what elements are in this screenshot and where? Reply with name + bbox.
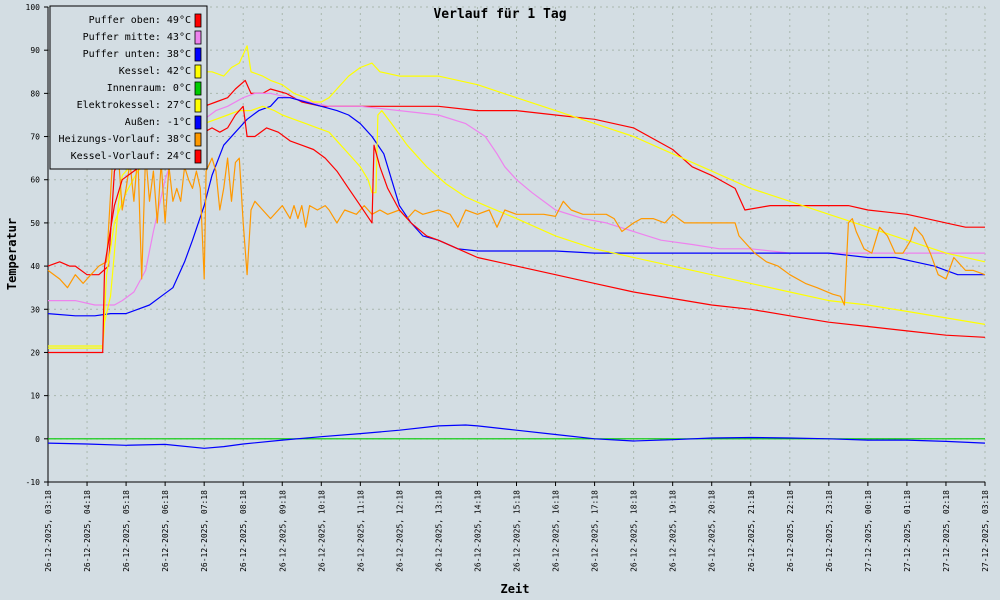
- series-line-puffer-unten: [47, 97, 985, 317]
- x-tick-label: 26-12-2025, 14:18: [473, 490, 482, 572]
- y-tick-label: 60: [30, 176, 40, 185]
- x-tick-label: 26-12-2025, 04:18: [83, 490, 92, 572]
- y-tick-label: 30: [30, 305, 40, 314]
- x-tick-label: 26-12-2025, 12:18: [395, 490, 404, 572]
- legend-entry: Puffer oben: 49°C: [89, 15, 191, 26]
- x-axis-label: Zeit: [501, 582, 530, 596]
- x-tick-label: 26-12-2025, 16:18: [552, 490, 561, 572]
- legend-entry: Heizungs-Vorlauf: 38°C: [59, 134, 191, 145]
- x-tick-label: 26-12-2025, 22:18: [786, 490, 795, 572]
- legend-swatch: [194, 47, 202, 62]
- legend-entry: Außen: -1°C: [125, 117, 191, 128]
- x-tick-label: 27-12-2025, 00:18: [864, 490, 873, 572]
- chart-title: Verlauf für 1 Tag: [433, 7, 566, 22]
- legend-entry: Innenraum: 0°C: [107, 83, 191, 94]
- x-tick-label: 26-12-2025, 10:18: [317, 490, 326, 572]
- legend-entry: Kessel: 42°C: [119, 66, 191, 77]
- x-tick-label: 26-12-2025, 09:18: [278, 490, 287, 572]
- x-tick-label: 26-12-2025, 11:18: [356, 490, 365, 572]
- y-tick-label: 10: [30, 392, 40, 401]
- x-tick-label: 26-12-2025, 17:18: [591, 490, 600, 572]
- series-line-puffer-mitte: [48, 92, 985, 306]
- legend-swatch: [194, 64, 202, 79]
- series-line-heizungs-vorlauf: [47, 153, 986, 306]
- legend-swatch: [194, 132, 202, 147]
- x-tick-label: 27-12-2025, 02:18: [942, 490, 951, 572]
- y-tick-label: 20: [30, 348, 40, 357]
- x-tick-label: 27-12-2025, 01:18: [903, 490, 912, 572]
- y-tick-label: 50: [30, 219, 40, 228]
- x-tick-label: 26-12-2025, 21:18: [747, 490, 756, 572]
- x-tick-label: 26-12-2025, 13:18: [434, 490, 443, 572]
- x-tick-label: 26-12-2025, 23:18: [825, 490, 834, 572]
- legend-entry: Puffer mitte: 43°C: [83, 32, 191, 43]
- legend-swatch: [194, 13, 202, 28]
- legend-swatch: [194, 98, 202, 113]
- legend: Puffer oben: 49°C Puffer mitte: 43°C Puffe…: [49, 5, 208, 170]
- axes: [44, 6, 986, 486]
- y-axis-label: Temperatur: [5, 218, 19, 290]
- x-tick-label: 26-12-2025, 15:18: [513, 490, 522, 572]
- legend-box: [49, 5, 208, 170]
- legend-entry: Elektrokessel: 27°C: [77, 100, 191, 111]
- y-tick-labels: -10 0 10 20 30 40 50 60 70 80 90 100: [26, 3, 41, 487]
- x-tick-label: 26-12-2025, 03:18: [44, 490, 53, 572]
- x-tick-labels: 26-12-2025, 03:18 26-12-2025, 04:18 26-12-…: [44, 490, 990, 572]
- x-tick-label: 26-12-2025, 20:18: [708, 490, 717, 572]
- x-tick-label: 27-12-2025, 03:18: [981, 490, 990, 572]
- y-tick-label: 100: [26, 3, 41, 12]
- y-tick-label: -10: [26, 478, 41, 487]
- legend-entry: Kessel-Vorlauf: 24°C: [71, 151, 191, 162]
- legend-entry: Puffer unten: 38°C: [83, 49, 191, 60]
- x-tick-label: 26-12-2025, 05:18: [122, 490, 131, 572]
- y-tick-label: 40: [30, 262, 40, 271]
- y-tick-label: 90: [30, 46, 40, 55]
- x-tick-label: 26-12-2025, 07:18: [200, 490, 209, 572]
- x-tick-label: 26-12-2025, 06:18: [161, 490, 170, 572]
- legend-swatch: [194, 81, 202, 96]
- y-tick-label: 80: [30, 89, 40, 98]
- legend-swatch: [194, 115, 202, 130]
- series-line-au-en: [47, 424, 986, 449]
- y-tick-label: 0: [35, 435, 40, 444]
- x-tick-label: 26-12-2025, 18:18: [630, 490, 639, 572]
- x-tick-label: 26-12-2025, 08:18: [239, 490, 248, 572]
- legend-swatch: [194, 30, 202, 45]
- legend-swatch: [194, 149, 202, 164]
- y-tick-label: 70: [30, 133, 40, 142]
- x-tick-label: 26-12-2025, 19:18: [669, 490, 678, 572]
